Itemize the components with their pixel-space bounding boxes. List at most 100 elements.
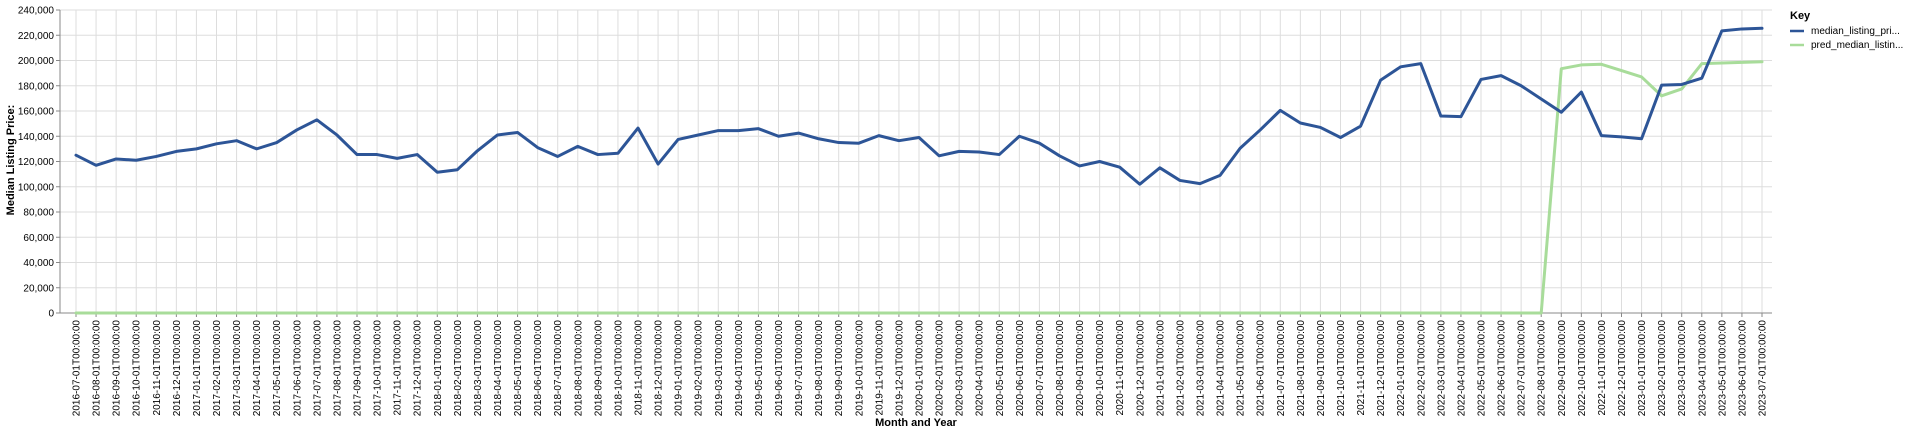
x-tick-label: 2018-05-01T00:00:00 <box>513 320 524 417</box>
y-tick-label: 100,000 <box>18 182 55 193</box>
x-tick-label: 2022-06-01T00:00:00 <box>1497 320 1508 417</box>
x-tick-label: 2020-04-01T00:00:00 <box>975 320 986 417</box>
x-tick-label: 2021-05-01T00:00:00 <box>1236 320 1247 417</box>
x-tick-label: 2016-11-01T00:00:00 <box>152 320 163 416</box>
x-tick-label: 2020-06-01T00:00:00 <box>1015 320 1026 417</box>
x-tick-label: 2017-12-01T00:00:00 <box>413 320 424 417</box>
x-tick-label: 2021-02-01T00:00:00 <box>1175 320 1186 417</box>
x-tick-label: 2021-12-01T00:00:00 <box>1376 320 1387 417</box>
x-tick-label: 2021-03-01T00:00:00 <box>1196 320 1207 417</box>
legend-label: pred_median_listin... <box>1811 40 1903 51</box>
x-tick-label: 2017-01-01T00:00:00 <box>192 320 203 417</box>
x-tick-label: 2020-08-01T00:00:00 <box>1055 320 1066 417</box>
x-axis-title: Month and Year <box>875 417 957 429</box>
legend: Key median_listing_pri... pred_median_lis… <box>1790 10 1903 51</box>
x-tick-label: 2016-09-01T00:00:00 <box>112 320 123 417</box>
x-tick-label: 2018-08-01T00:00:00 <box>573 320 584 417</box>
x-tick-label: 2019-02-01T00:00:00 <box>694 320 705 417</box>
x-tick-label: 2021-10-01T00:00:00 <box>1336 320 1347 417</box>
x-tick-label: 2019-05-01T00:00:00 <box>754 320 765 417</box>
x-tick-label: 2023-04-01T00:00:00 <box>1697 320 1708 417</box>
y-tick-label: 240,000 <box>18 6 55 17</box>
x-tick-label: 2017-03-01T00:00:00 <box>232 320 243 417</box>
x-tick-label: 2022-02-01T00:00:00 <box>1416 320 1427 417</box>
x-tick-label: 2018-07-01T00:00:00 <box>553 320 564 417</box>
x-axis: 2016-07-01T00:00:00 2016-08-01T00:00:00 20… <box>60 312 1772 417</box>
x-tick-label: 2022-07-01T00:00:00 <box>1517 320 1528 417</box>
x-tick-label: 2017-11-01T00:00:00 <box>393 320 404 416</box>
x-tick-label: 2021-11-01T00:00:00 <box>1356 320 1367 416</box>
x-tick-label: 2017-02-01T00:00:00 <box>212 320 223 417</box>
x-tick-label: 2018-06-01T00:00:00 <box>533 320 544 417</box>
x-tick-label: 2021-06-01T00:00:00 <box>1256 320 1267 417</box>
x-tick-label: 2019-04-01T00:00:00 <box>734 320 745 417</box>
y-axis: 0 20,000 40,000 60,000 80,000 100,000 120,000 1… <box>18 6 61 320</box>
x-tick-label: 2019-06-01T00:00:00 <box>774 320 785 417</box>
x-tick-label: 2022-03-01T00:00:00 <box>1436 320 1447 417</box>
x-tick-label: 2020-10-01T00:00:00 <box>1095 320 1106 417</box>
x-tick-label: 2023-06-01T00:00:00 <box>1737 320 1748 417</box>
y-tick-label: 80,000 <box>23 208 54 219</box>
x-tick-label: 2021-04-01T00:00:00 <box>1216 320 1227 417</box>
x-tick-label: 2016-10-01T00:00:00 <box>132 320 143 417</box>
x-tick-label: 2022-12-01T00:00:00 <box>1617 320 1628 417</box>
y-tick-label: 180,000 <box>18 81 55 92</box>
x-tick-label: 2017-04-01T00:00:00 <box>252 320 263 417</box>
x-tick-label: 2022-04-01T00:00:00 <box>1456 320 1467 417</box>
y-tick-label: 60,000 <box>23 233 54 244</box>
x-tick-label: 2022-09-01T00:00:00 <box>1557 320 1568 417</box>
x-tick-label: 2018-01-01T00:00:00 <box>433 320 444 417</box>
gridlines <box>60 9 1772 314</box>
x-tick-label: 2020-01-01T00:00:00 <box>915 320 926 417</box>
y-axis-title: Median Listing Price: <box>5 105 17 216</box>
x-tick-label: 2020-02-01T00:00:00 <box>935 320 946 417</box>
x-tick-label: 2019-10-01T00:00:00 <box>854 320 865 417</box>
x-tick-label: 2023-02-01T00:00:00 <box>1657 320 1668 417</box>
x-tick-label: 2022-05-01T00:00:00 <box>1477 320 1488 417</box>
x-tick-label: 2019-08-01T00:00:00 <box>814 320 825 417</box>
y-tick-label: 0 <box>48 309 54 320</box>
y-tick-label: 160,000 <box>18 107 55 118</box>
x-tick-label: 2018-04-01T00:00:00 <box>493 320 504 417</box>
x-tick-label: 2023-07-01T00:00:00 <box>1758 320 1769 417</box>
x-tick-label: 2019-03-01T00:00:00 <box>714 320 725 417</box>
x-tick-label: 2020-05-01T00:00:00 <box>995 320 1006 417</box>
x-tick-label: 2016-08-01T00:00:00 <box>92 320 103 417</box>
x-tick-label: 2017-06-01T00:00:00 <box>292 320 303 417</box>
y-tick-label: 140,000 <box>18 132 55 143</box>
x-tick-label: 2018-10-01T00:00:00 <box>613 320 624 417</box>
x-tick-label: 2021-09-01T00:00:00 <box>1316 320 1327 417</box>
x-tick-label: 2023-03-01T00:00:00 <box>1677 320 1688 417</box>
legend-title: Key <box>1790 10 1811 22</box>
x-tick-label: 2018-12-01T00:00:00 <box>654 320 665 417</box>
x-tick-label: 2017-05-01T00:00:00 <box>272 320 283 417</box>
x-tick-label: 2020-12-01T00:00:00 <box>1135 320 1146 417</box>
series-line-pred-median-listin <box>74 60 1764 315</box>
x-tick-label: 2023-05-01T00:00:00 <box>1717 320 1728 417</box>
x-tick-label: 2021-07-01T00:00:00 <box>1276 320 1287 417</box>
x-tick-label: 2020-03-01T00:00:00 <box>955 320 966 417</box>
x-tick-label: 2019-01-01T00:00:00 <box>674 320 685 417</box>
x-tick-label: 2023-01-01T00:00:00 <box>1637 320 1648 417</box>
x-tick-label: 2022-08-01T00:00:00 <box>1537 320 1548 417</box>
legend-label: median_listing_pri... <box>1811 26 1900 37</box>
x-tick-label: 2020-11-01T00:00:00 <box>1115 320 1126 416</box>
series-line-median-listing-pri <box>74 26 1764 186</box>
x-tick-label: 2018-02-01T00:00:00 <box>453 320 464 417</box>
x-tick-label: 2021-01-01T00:00:00 <box>1155 320 1166 417</box>
x-tick-label: 2019-07-01T00:00:00 <box>794 320 805 417</box>
x-tick-label: 2018-09-01T00:00:00 <box>593 320 604 417</box>
y-tick-label: 40,000 <box>23 258 54 269</box>
x-tick-label: 2016-12-01T00:00:00 <box>172 320 183 417</box>
y-tick-label: 20,000 <box>23 283 54 294</box>
x-tick-label: 2017-08-01T00:00:00 <box>332 320 343 417</box>
x-tick-label: 2019-12-01T00:00:00 <box>894 320 905 417</box>
x-tick-label: 2022-10-01T00:00:00 <box>1577 320 1588 417</box>
x-tick-label: 2020-09-01T00:00:00 <box>1075 320 1086 417</box>
x-tick-label: 2018-11-01T00:00:00 <box>634 320 645 416</box>
x-tick-label: 2017-09-01T00:00:00 <box>353 320 364 417</box>
y-tick-label: 120,000 <box>18 157 55 168</box>
series-lines <box>74 26 1764 315</box>
x-tick-label: 2017-07-01T00:00:00 <box>312 320 323 417</box>
